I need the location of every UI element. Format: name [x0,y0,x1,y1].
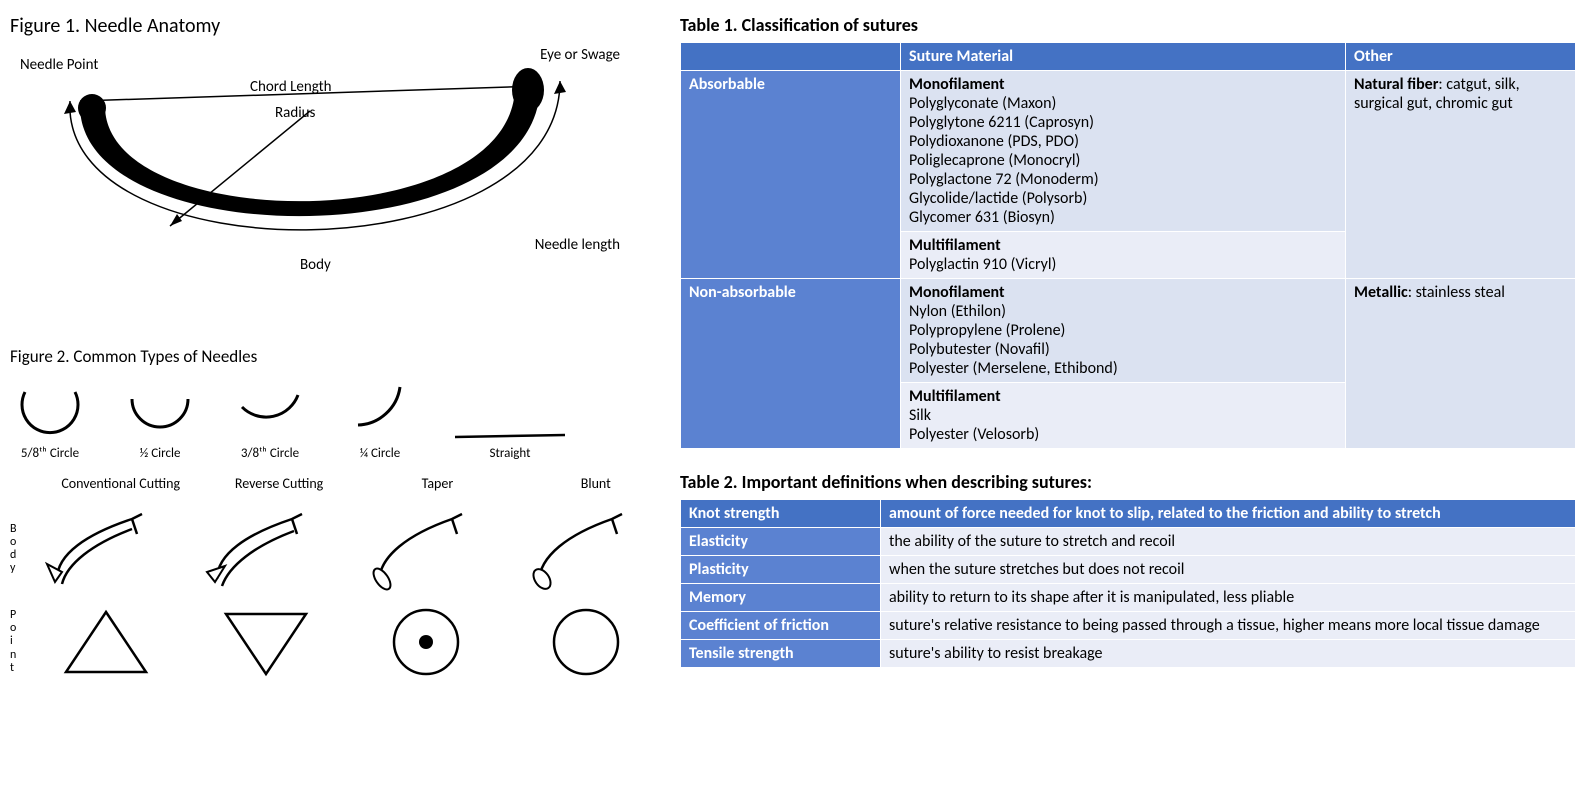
table2-term: Tensile strength [681,640,881,668]
needle-circle-row: 5/8ᵗʰ Circle ½ Circle 3/8ᵗʰ Circle ¼ Cir… [10,377,660,461]
table1-rowlabel: Non-absorbable [681,279,901,449]
point-triangle-down-icon [196,602,336,682]
tip-label-3: Blunt [532,475,660,492]
page-root: Figure 1. Needle Anatomy Needl [10,10,1576,682]
table2: Knot strengthamount of force needed for … [680,499,1576,668]
table2-term: Coefficient of friction [681,612,881,640]
label-needle-point: Needle Point [20,56,98,74]
table1: Suture MaterialOther AbsorbableMonofilame… [680,42,1576,449]
table2-definition: when the suture stretches but does not r… [881,556,1576,584]
circle-3-8: 3/8ᵗʰ Circle [230,377,310,461]
table1-material-cell: MultifilamentPolyglactin 910 (Vicryl) [901,232,1346,279]
circle-5-8: 5/8ᵗʰ Circle [10,377,90,461]
table2-definition: suture's ability to resist breakage [881,640,1576,668]
label-radius: Radius [275,104,315,122]
table2-term: Memory [681,584,881,612]
tip-label-row: Conventional Cutting Reverse Cutting Tap… [10,475,660,496]
side-label-body: Body [10,523,17,576]
table2-definition: amount of force needed for knot to slip,… [881,500,1576,528]
right-column: Table 1. Classification of sutures Sutur… [680,10,1576,682]
table2-term: Plasticity [681,556,881,584]
label-needle-length: Needle length [535,236,620,254]
point-circle-icon [516,602,656,682]
needle-anatomy-diagram: Needle Point Eye or Swage Chord Length R… [20,46,620,326]
tip-label-2: Taper [373,475,501,492]
table2-definition: suture's relative resistance to being pa… [881,612,1576,640]
table1-other-cell: Natural fiber: catgut, silk, surgical gu… [1346,71,1576,279]
figure1-title: Figure 1. Needle Anatomy [10,14,660,38]
table2-title: Table 2. Important definitions when desc… [680,471,1576,493]
table1-header: Other [1346,43,1576,71]
circle-label-1: ½ Circle [120,446,200,461]
circle-label-2: 3/8ᵗʰ Circle [230,446,310,461]
circle-straight: Straight [450,407,570,461]
tip-label-1: Reverse Cutting [215,475,343,492]
table2-definition: ability to return to its shape after it … [881,584,1576,612]
circle-label-0: 5/8ᵗʰ Circle [10,446,90,461]
point-triangle-up-icon [36,602,176,682]
label-chord-length: Chord Length [250,78,331,96]
table2-term: Knot strength [681,500,881,528]
table1-header: Suture Material [901,43,1346,71]
label-eye-swage: Eye or Swage [540,46,620,64]
body-blunt-icon [517,504,657,594]
table2-term: Elasticity [681,528,881,556]
side-label-point: Point [10,609,16,675]
circle-1-2: ½ Circle [120,377,200,461]
table2-definition: the ability of the suture to stretch and… [881,528,1576,556]
body-rev-cutting-icon [197,504,337,594]
circle-label-3: ¼ Circle [340,446,420,461]
figure2-title: Figure 2. Common Types of Needles [10,346,660,367]
table1-material-cell: MultifilamentSilkPolyester (Velosorb) [901,383,1346,449]
left-column: Figure 1. Needle Anatomy Needl [10,10,660,682]
point-circle-dot-icon [356,602,496,682]
table1-title: Table 1. Classification of sutures [680,14,1576,36]
tip-label-0: Conventional Cutting [57,475,185,492]
needle-point-row: Point [10,602,660,682]
table1-rowlabel: Absorbable [681,71,901,279]
table1-material-cell: MonofilamentNylon (Ethilon)Polypropylene… [901,279,1346,383]
label-body: Body [300,256,331,274]
table1-header [681,43,901,71]
body-taper-icon [357,504,497,594]
circle-1-4: ¼ Circle [340,377,420,461]
body-conv-cutting-icon [37,504,177,594]
needle-body-row: Body [10,504,660,594]
table1-other-cell: Metallic: stainless steal [1346,279,1576,449]
table1-material-cell: MonofilamentPolyglyconate (Maxon)Polygly… [901,71,1346,232]
